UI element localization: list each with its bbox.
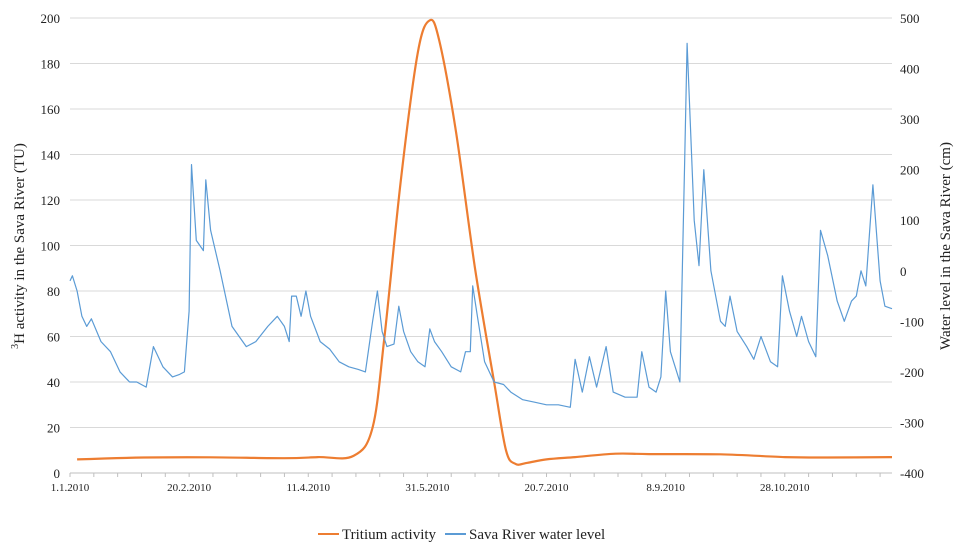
y-right-tick-label: 300	[900, 112, 920, 127]
y-right-tick-label: 400	[900, 62, 920, 77]
x-tick-label: 11.4.2010	[286, 482, 330, 494]
y-left-tick-label: 180	[41, 57, 61, 72]
legend: Tritium activity Sava River water level	[318, 527, 605, 543]
axes	[69, 472, 892, 477]
y-left-tick-label: 200	[41, 11, 61, 26]
x-tick-label: 8.9.2010	[646, 482, 685, 494]
series-line-water-level	[69, 42, 893, 408]
legend-label-tritium: Tritium activity	[342, 527, 437, 543]
series-lines	[69, 18, 893, 466]
y-right-tick-label: -100	[900, 314, 924, 329]
y-right-tick-label: -300	[900, 415, 924, 430]
x-tick-label: 1.1.2010	[51, 482, 90, 494]
y-right-tick-label: 0	[900, 264, 907, 279]
x-tick-label: 20.7.2010	[525, 482, 570, 494]
x-tick-label: 28.10.2010	[760, 482, 810, 494]
y-right-tick-label: 500	[900, 11, 920, 26]
y-right-tick-label: -400	[900, 466, 924, 481]
y-left-tick-label: 80	[47, 284, 60, 299]
y-left-tick-label: 60	[47, 330, 60, 345]
gridlines	[70, 17, 892, 428]
y-left-tick-label: 20	[47, 421, 60, 436]
y-left-tick-label: 160	[41, 102, 61, 117]
y-left-tick-label: 0	[54, 466, 61, 481]
y-left-tick-label: 100	[41, 239, 61, 254]
y-axis-left-title-text: H activity in the Sava River (TU)	[12, 143, 28, 344]
y-right-tick-label: 200	[900, 163, 920, 178]
y-left-tick-label: 120	[41, 193, 61, 208]
y-right-tick-label: 100	[900, 213, 920, 228]
axis-labels: 0 20 40 60 80 100 120 140 160 180 200 -400 -300 -200 -…	[41, 11, 924, 494]
y-left-tick-label: 140	[41, 148, 61, 163]
legend-label-water-level: Sava River water level	[469, 527, 605, 543]
y-axis-right-title: Water level in the Sava River (cm)	[938, 142, 954, 350]
x-tick-label: 31.5.2010	[405, 482, 450, 494]
x-tick-label: 20.2.2010	[167, 482, 212, 494]
y-left-tick-label: 40	[47, 375, 60, 390]
y-axis-left-title-superscript: 3	[10, 344, 21, 349]
series-line-tritium	[77, 18, 893, 466]
y-axis-left-title: 3H activity in the Sava River (TU)	[10, 143, 28, 349]
y-right-tick-label: -200	[900, 365, 924, 380]
